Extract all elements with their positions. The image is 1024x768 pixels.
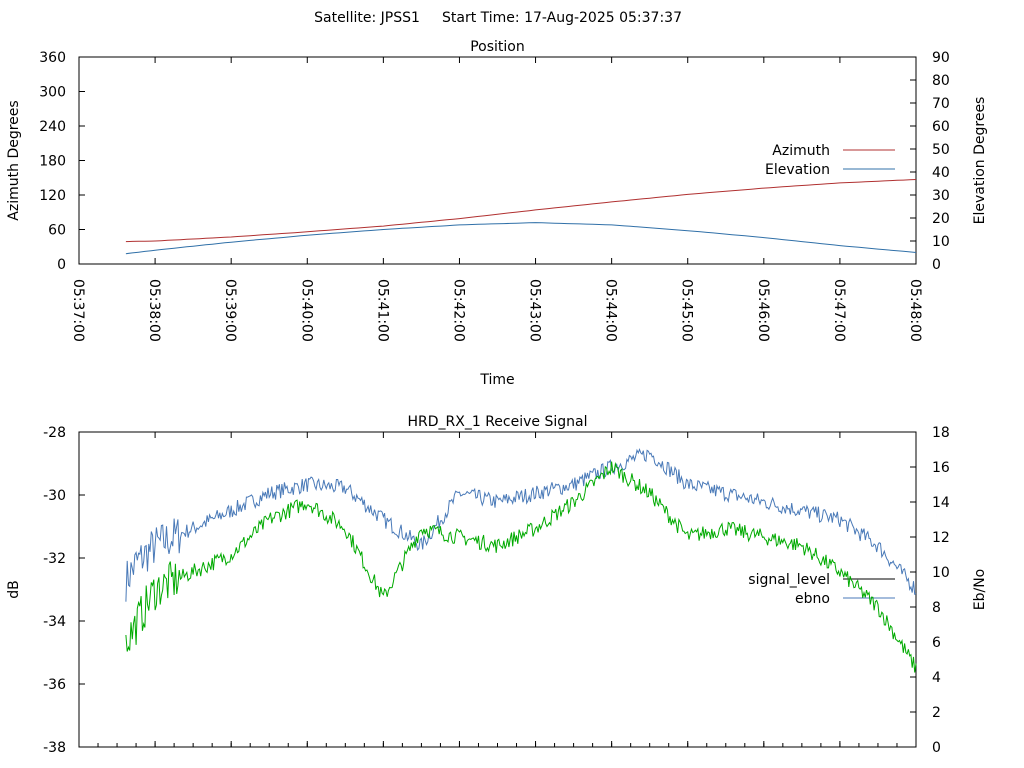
y2-tick-label: 30 [932, 188, 950, 204]
legend-label: ebno [795, 591, 830, 607]
series-line [125, 222, 917, 255]
legend-label: Azimuth [772, 143, 830, 159]
y2-tick-label: 10 [932, 565, 950, 581]
y-tick-label: 240 [39, 119, 66, 135]
y-tick-label: 0 [57, 257, 66, 273]
x-tick-label: 05:38:00 [146, 279, 162, 342]
y2-tick-label: 70 [932, 96, 950, 112]
y-tick-label: -30 [43, 488, 66, 504]
y-tick-label: -36 [43, 677, 66, 693]
x-tick-label: 05:40:00 [298, 279, 314, 342]
y-axis-label: dB [6, 580, 22, 599]
y-tick-label: 120 [39, 188, 66, 204]
receive-signal-chart: HRD_RX_1 Receive Signal -38 -36 -34 -32 -30 -2… [6, 414, 988, 756]
y-tick-label: -28 [43, 425, 66, 441]
legend-label: Elevation [765, 162, 830, 178]
x-tick-label: 05:48:00 [907, 279, 923, 342]
y2-tick-label: 12 [932, 530, 950, 546]
x-tick-label: 05:39:00 [222, 279, 238, 342]
chart-title: Position [470, 39, 525, 55]
position-chart: Position 0 60 120 180 240 300 360 0 10 20 30 40 50 60 7… [6, 39, 988, 388]
y2-tick-label: 18 [932, 425, 950, 441]
y2-tick-label: 6 [932, 635, 941, 651]
x-tick-label: 05:42:00 [450, 279, 466, 342]
x-tick-label: 05:47:00 [831, 279, 847, 342]
y-tick-label: 360 [39, 50, 66, 66]
series-line [125, 461, 917, 673]
y-tick-label: 180 [39, 154, 66, 170]
y2-tick-label: 8 [932, 600, 941, 616]
y2-tick-label: 40 [932, 165, 950, 181]
y2-tick-label: 14 [932, 495, 950, 511]
y2-tick-label: 2 [932, 705, 941, 721]
y2-tick-label: 80 [932, 73, 950, 89]
x-tick-label: 05:37:00 [70, 279, 86, 342]
x-tick-label: 05:45:00 [679, 279, 695, 342]
y2-tick-label: 16 [932, 460, 950, 476]
y2-axis-label: Elevation Degrees [972, 97, 988, 225]
y2-tick-label: 4 [932, 670, 941, 686]
y2-tick-label: 60 [932, 119, 950, 135]
header-satellite: Satellite: JPSS1 [314, 10, 420, 26]
plot-frame [78, 431, 917, 748]
chart-title: HRD_RX_1 Receive Signal [408, 414, 588, 430]
y2-axis-label: Eb/No [972, 569, 988, 611]
y2-tick-label: 50 [932, 142, 950, 158]
y2-tick-label: 0 [932, 257, 941, 273]
y2-tick-label: 0 [932, 740, 941, 756]
y-tick-label: 300 [39, 85, 66, 101]
x-axis-label: Time [479, 372, 514, 388]
y-tick-label: -34 [43, 614, 66, 630]
plot-frame [78, 56, 917, 265]
y2-tick-label: 10 [932, 234, 950, 250]
series-line [125, 448, 917, 602]
series-line [125, 179, 917, 243]
y-tick-label: 60 [48, 223, 66, 239]
y-tick-label: -38 [43, 740, 66, 756]
x-tick-label: 05:41:00 [374, 279, 390, 342]
y2-tick-label: 90 [932, 50, 950, 66]
x-tick-label: 05:46:00 [755, 279, 771, 342]
x-tick-label: 05:44:00 [603, 279, 619, 342]
y2-tick-label: 20 [932, 211, 950, 227]
x-tick-label: 05:43:00 [527, 279, 543, 342]
y-axis-label: Azimuth Degrees [6, 100, 22, 220]
header-start-time: Start Time: 17-Aug-2025 05:37:37 [442, 10, 682, 26]
y-tick-label: -32 [43, 551, 66, 567]
legend-label: signal_level [748, 572, 830, 588]
